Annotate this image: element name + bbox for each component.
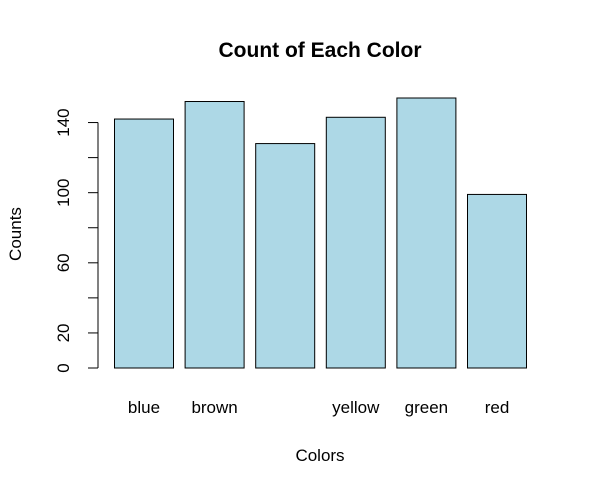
y-tick-label: 0 <box>54 363 73 372</box>
y-tick-label: 100 <box>54 178 73 206</box>
y-tick-label: 20 <box>54 323 73 342</box>
y-axis: 0 20 60 100 140 <box>54 108 99 373</box>
x-axis-label: Colors <box>295 446 344 465</box>
bars-group <box>114 97 527 369</box>
y-axis-label: Counts <box>6 207 25 261</box>
y-tick-label: 60 <box>54 253 73 272</box>
bar-red <box>467 193 527 369</box>
x-tick-label: red <box>485 398 510 417</box>
x-tick-label: blue <box>128 398 160 417</box>
bar-blue <box>114 118 174 369</box>
x-tick-labels: blue brown yellow green red <box>128 398 509 417</box>
bar-unlabeled-3 <box>255 143 316 369</box>
x-tick-label: yellow <box>332 398 380 417</box>
bar-yellow <box>325 116 386 369</box>
x-tick-label: brown <box>191 398 237 417</box>
bar-green <box>396 97 457 369</box>
x-tick-label: green <box>405 398 448 417</box>
y-tick-label: 140 <box>54 108 73 136</box>
bar-brown <box>184 101 245 369</box>
chart-title: Count of Each Color <box>219 39 422 62</box>
